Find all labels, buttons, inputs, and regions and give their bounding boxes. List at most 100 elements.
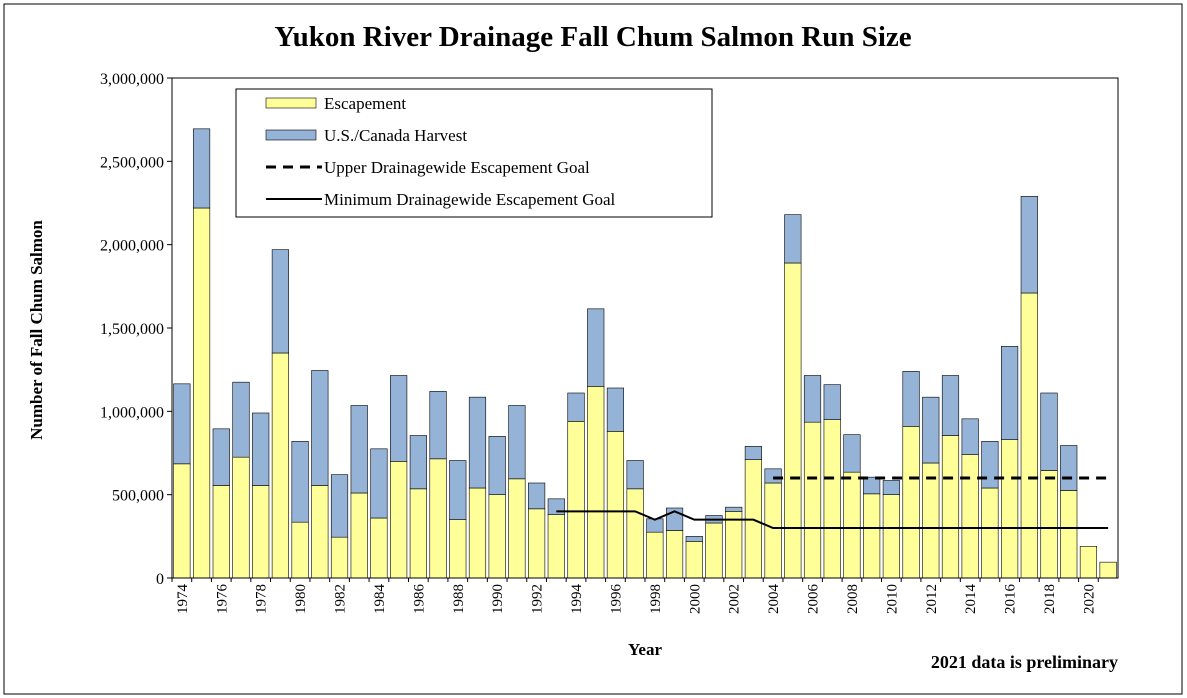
bar-segment bbox=[1040, 392, 1058, 471]
bar-segment bbox=[587, 386, 605, 579]
bar-segment bbox=[961, 418, 979, 455]
bar-segment bbox=[291, 441, 309, 523]
bar-segment bbox=[922, 396, 940, 464]
bar-segment bbox=[646, 531, 664, 579]
bar-segment bbox=[941, 435, 960, 579]
bar-segment bbox=[567, 421, 585, 579]
x-tick-label: 1988 bbox=[451, 584, 467, 614]
bar-segment bbox=[488, 436, 506, 495]
legend-label: Escapement bbox=[324, 94, 406, 113]
bar-segment bbox=[1020, 292, 1038, 579]
x-axis-label: Year bbox=[628, 640, 662, 659]
legend-swatch bbox=[265, 97, 317, 109]
bar-segment bbox=[409, 435, 427, 490]
legend-label: Upper Drainagewide Escapement Goal bbox=[324, 158, 590, 177]
bar-segment bbox=[192, 207, 211, 579]
bar-segment bbox=[1079, 546, 1098, 579]
bar-segment bbox=[429, 391, 447, 460]
bar-segment bbox=[192, 128, 211, 209]
bar-segment bbox=[685, 541, 703, 579]
x-tick-label: 1990 bbox=[490, 584, 506, 614]
bar-segment bbox=[882, 494, 900, 579]
bar-segment bbox=[390, 375, 408, 462]
bar-segment bbox=[1020, 196, 1038, 294]
bar-segment bbox=[1001, 439, 1019, 579]
bar-segment bbox=[1060, 490, 1078, 579]
bar-segment bbox=[449, 519, 467, 579]
x-tick-label: 1976 bbox=[214, 584, 230, 615]
x-tick-label: 2020 bbox=[1081, 584, 1097, 614]
bar-segment bbox=[330, 536, 349, 579]
bar-segment bbox=[350, 405, 368, 494]
bar-segment bbox=[232, 381, 250, 458]
bar-segment bbox=[882, 480, 900, 495]
bar-segment bbox=[843, 434, 861, 473]
bar-segment bbox=[252, 485, 270, 579]
bar-segment bbox=[271, 249, 289, 354]
bar-segment bbox=[409, 488, 427, 579]
bar-segment bbox=[528, 508, 546, 579]
x-tick-label: 1982 bbox=[333, 584, 349, 614]
bar-segment bbox=[390, 461, 408, 579]
note: 2021 data is preliminary bbox=[931, 652, 1118, 672]
x-tick-label: 1994 bbox=[569, 584, 585, 615]
bar-segment bbox=[508, 405, 526, 480]
bar-segment bbox=[803, 421, 822, 579]
bar-segment bbox=[863, 493, 881, 579]
bar-segment bbox=[922, 462, 940, 579]
x-tick-label: 2010 bbox=[884, 584, 900, 614]
bar-segment bbox=[370, 517, 388, 579]
legend-label: Minimum Drainagewide Escapement Goal bbox=[324, 190, 616, 209]
bar-segment bbox=[311, 370, 329, 486]
bar-segment bbox=[173, 463, 191, 579]
bar-segment bbox=[350, 492, 368, 579]
bar-segment bbox=[725, 511, 743, 579]
bar-segment bbox=[291, 521, 309, 579]
bar-segment bbox=[961, 454, 979, 579]
bar-segment bbox=[1060, 445, 1078, 491]
bar-segment bbox=[863, 476, 881, 495]
x-tick-label: 2004 bbox=[766, 584, 782, 615]
y-tick-label: 1,500,000 bbox=[100, 321, 164, 338]
x-tick-label: 1984 bbox=[372, 584, 388, 615]
bar-segment bbox=[468, 487, 487, 579]
x-tick-label: 2016 bbox=[1003, 584, 1019, 615]
bar-segment bbox=[606, 431, 625, 579]
bar-segment bbox=[232, 456, 250, 579]
y-tick-label: 0 bbox=[156, 571, 164, 588]
bar-segment bbox=[212, 485, 230, 579]
bar-segment bbox=[902, 426, 920, 579]
bar-segment bbox=[803, 375, 822, 423]
bar-segment bbox=[606, 387, 625, 432]
x-tick-label: 1974 bbox=[175, 584, 191, 615]
bar-segment bbox=[764, 482, 782, 579]
bar-segment bbox=[784, 214, 802, 264]
x-tick-label: 1980 bbox=[293, 584, 309, 614]
bar-segment bbox=[744, 446, 762, 460]
bar-segment bbox=[173, 383, 191, 465]
x-tick-label: 2012 bbox=[924, 584, 940, 614]
legend-label: U.S./Canada Harvest bbox=[324, 126, 467, 145]
bar-segment bbox=[370, 448, 388, 519]
x-tick-label: 2014 bbox=[963, 584, 979, 615]
x-tick-label: 2008 bbox=[845, 584, 861, 614]
bar-segment bbox=[330, 474, 349, 538]
legend-swatch bbox=[265, 129, 317, 141]
bar-segment bbox=[1001, 346, 1019, 440]
bar-segment bbox=[587, 308, 605, 387]
y-tick-label: 2,000,000 bbox=[100, 238, 164, 255]
bar-segment bbox=[981, 441, 999, 489]
x-tick-label: 1996 bbox=[608, 584, 624, 615]
bar-segment bbox=[784, 262, 802, 579]
x-tick-label: 1998 bbox=[648, 584, 664, 614]
bar-segment bbox=[252, 412, 270, 486]
bar-segment bbox=[567, 392, 585, 422]
bar-segment bbox=[685, 536, 703, 542]
bar-segment bbox=[488, 494, 506, 579]
bar-segment bbox=[941, 375, 960, 436]
y-tick-label: 2,500,000 bbox=[100, 154, 164, 171]
bar-segment bbox=[626, 460, 644, 490]
bar-segment bbox=[547, 514, 565, 579]
goal-line bbox=[556, 510, 1109, 529]
x-tick-label: 1978 bbox=[254, 584, 270, 614]
